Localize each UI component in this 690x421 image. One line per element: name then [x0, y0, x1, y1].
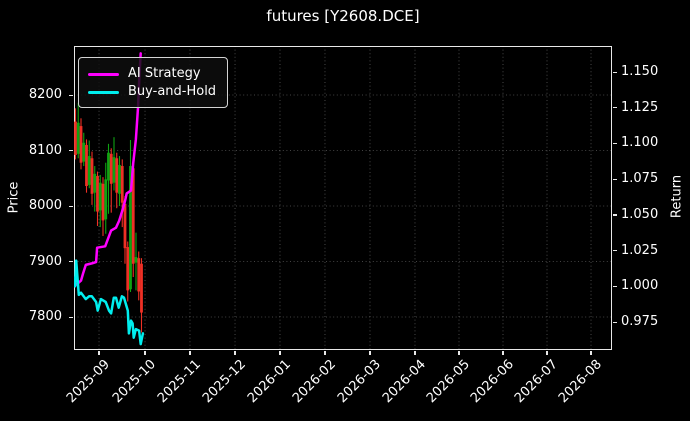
date-tick-label-2026-03: 2026-03 — [334, 357, 384, 407]
return-tick-label: 1.050 — [621, 206, 659, 222]
return-tick-label: 1.075 — [621, 171, 659, 187]
legend-item-ai-strategy: AI Strategy — [88, 65, 217, 83]
date-tick-mark — [98, 351, 100, 355]
legend-label: Buy-and-Hold — [128, 84, 217, 99]
date-tick-label-2026-04: 2026-04 — [379, 357, 429, 407]
return-tick-label: 0.975 — [621, 314, 659, 329]
date-tick-label-2025-11: 2025-11 — [154, 357, 204, 407]
return-tick-mark — [613, 107, 617, 109]
return-tick-mark — [613, 321, 617, 323]
return-tick-mark — [613, 178, 617, 180]
price-tick-label: 8100 — [28, 142, 62, 158]
chart-title: futures [Y2608.DCE] — [266, 7, 420, 25]
return-tick-label: 1.125 — [621, 99, 659, 115]
price-tick-mark — [69, 205, 73, 207]
price-tick-mark — [69, 316, 73, 318]
price-tick-mark — [69, 94, 73, 96]
return-tick-label: 1.025 — [621, 242, 659, 258]
date-tick-label-2026-07: 2026-07 — [511, 357, 561, 407]
date-tick-mark — [546, 351, 548, 355]
return-tick-mark — [613, 214, 617, 216]
date-tick-label-2025-10: 2025-10 — [109, 357, 159, 407]
date-tick-mark — [414, 351, 416, 355]
return-axis-label: Return — [669, 174, 685, 219]
price-tick-label: 8000 — [28, 198, 62, 213]
return-tick-label: 1.100 — [621, 135, 659, 151]
price-tick-mark — [69, 261, 73, 263]
return-tick-label: 1.000 — [621, 278, 659, 294]
return-tick-mark — [613, 250, 617, 252]
price-tick-label: 8200 — [28, 87, 62, 102]
date-tick-label-2025-12: 2025-12 — [199, 357, 249, 407]
return-tick-mark — [613, 71, 617, 73]
date-tick-mark — [234, 351, 236, 355]
date-tick-mark — [189, 351, 191, 355]
date-tick-mark — [144, 351, 146, 355]
ai-strategy-line-sample — [88, 72, 119, 76]
date-tick-mark — [369, 351, 371, 355]
buy-and-hold-line-sample — [88, 90, 119, 94]
date-tick-label-2026-01: 2026-01 — [244, 357, 294, 407]
date-tick-mark — [324, 351, 326, 355]
date-tick-mark — [590, 351, 592, 355]
price-tick-label: 7800 — [28, 309, 62, 324]
legend: AI Strategy Buy-and-Hold — [78, 57, 228, 108]
date-tick-mark — [458, 351, 460, 355]
date-tick-label-2026-05: 2026-05 — [423, 357, 473, 407]
date-tick-label-2025-09: 2025-09 — [63, 357, 113, 407]
legend-label: AI Strategy — [128, 66, 201, 81]
date-tick-label-2026-08: 2026-08 — [555, 357, 605, 407]
legend-item-buy-and-hold: Buy-and-Hold — [88, 83, 217, 101]
date-tick-mark — [279, 351, 281, 355]
date-tick-label-2026-02: 2026-02 — [289, 357, 339, 407]
return-tick-label: 1.150 — [621, 64, 659, 79]
price-tick-label: 7900 — [28, 253, 62, 269]
date-tick-label-2026-06: 2026-06 — [467, 357, 517, 407]
date-tick-mark — [502, 351, 504, 355]
return-tick-mark — [613, 142, 617, 145]
price-axis-label: Price — [6, 181, 22, 214]
return-tick-mark — [613, 285, 617, 287]
price-tick-mark — [69, 150, 73, 152]
